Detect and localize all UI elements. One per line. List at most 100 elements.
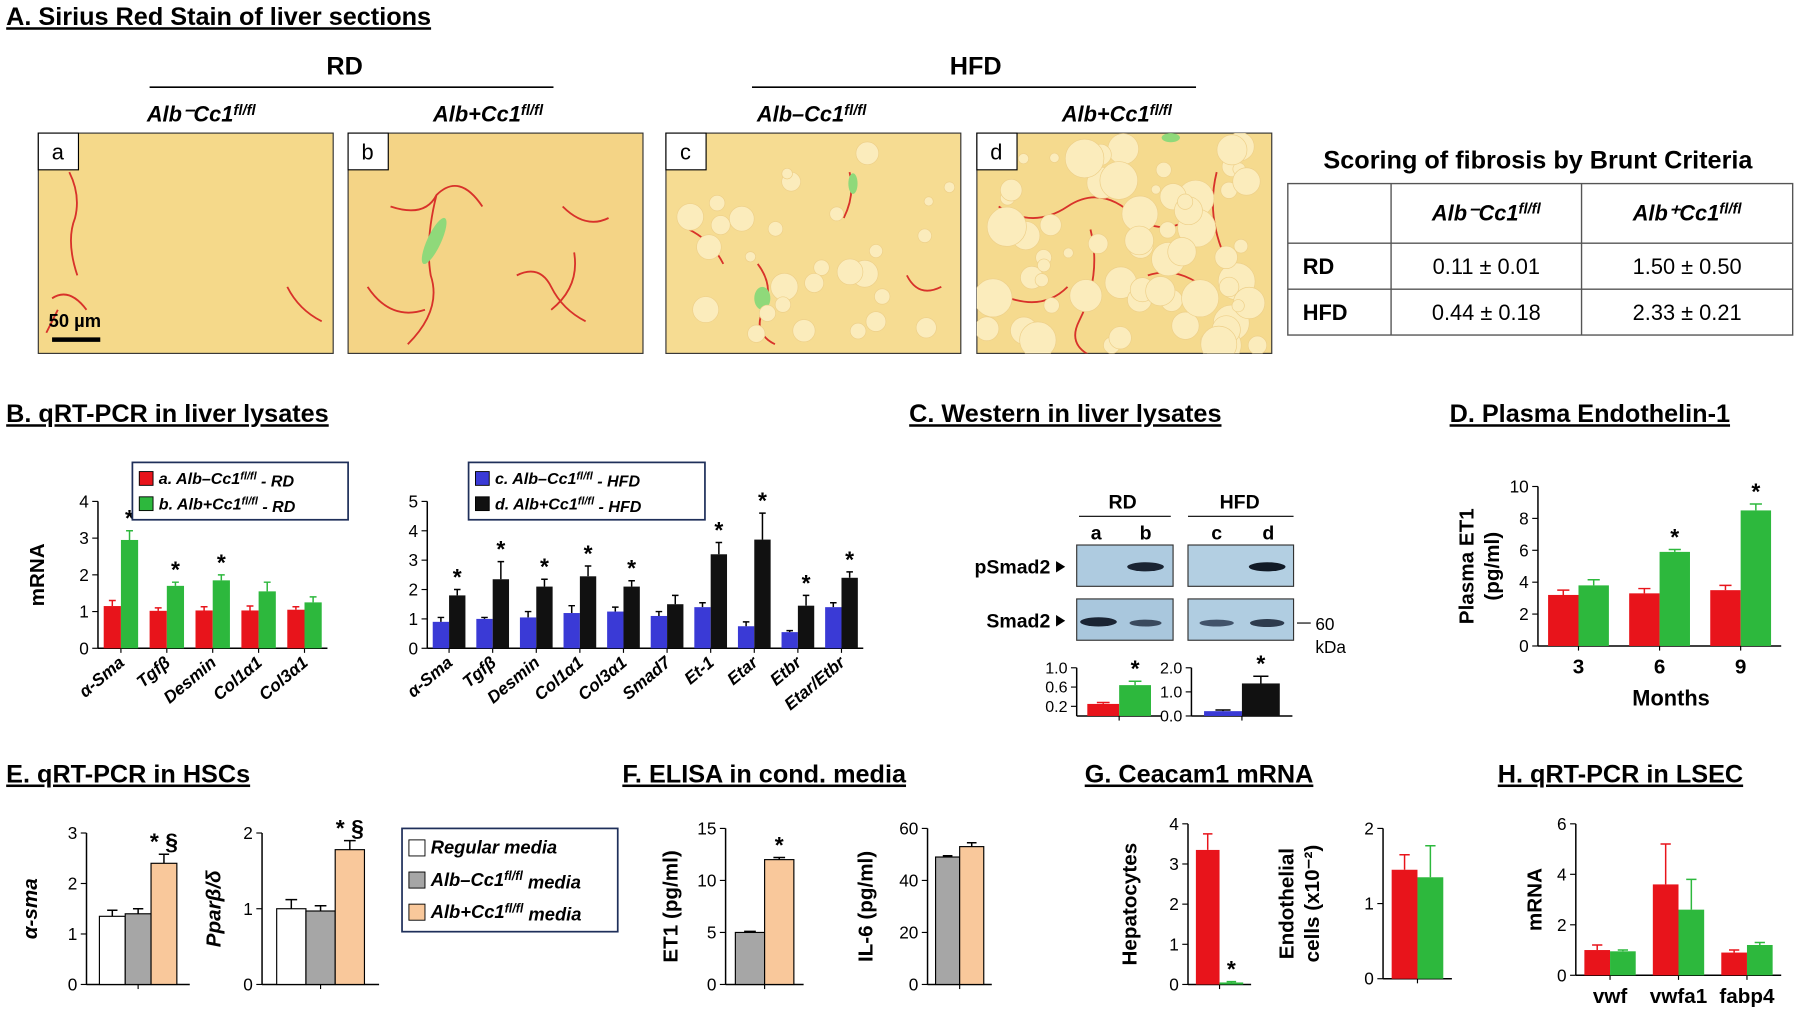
panel-title: D. Plasma Endothelin-1: [1450, 400, 1730, 428]
chart: 0 1 2 3 * § α-sma: [19, 823, 190, 994]
droplet: [1108, 326, 1132, 350]
droplet: [744, 251, 756, 263]
legend-swatch: [138, 471, 154, 486]
bar: [623, 586, 640, 649]
y-tick-label: 0.0: [1160, 708, 1182, 726]
bar: [1241, 683, 1280, 716]
x-axis-label: Months: [1632, 686, 1709, 711]
text-run: Alb+Cc1: [430, 901, 505, 922]
chart: 0 2 4 6 8 10 3 6 * 9 * Plasma ET1 (pg/ml) Months: [1456, 477, 1782, 711]
table-grid: [1287, 182, 1794, 336]
droplet: [923, 196, 934, 207]
droplet: [849, 322, 867, 340]
y-tick-label: 10: [697, 870, 716, 890]
error-bar: [154, 607, 162, 611]
y-axis-label: α-sma: [19, 878, 42, 939]
y-tick-label: 0: [1519, 636, 1529, 656]
y-axis-label: (pg/ml): [1481, 532, 1504, 601]
droplet: [1233, 238, 1249, 254]
charts: 01234α-Sma*Tgfβ*Desmin*Col1α1Col3α1mRNAa…: [19, 461, 1782, 1008]
droplet: [747, 324, 766, 343]
error-bar: [786, 629, 793, 633]
error-bar: [246, 605, 254, 611]
y-tick-label: 2.0: [1160, 659, 1182, 677]
droplet: [804, 273, 825, 293]
significance: *: [125, 505, 134, 531]
droplet: [1017, 153, 1029, 165]
text-run: Alb⁻Cc1: [1431, 200, 1519, 225]
bar: [305, 910, 336, 986]
y-tick-label: 3: [79, 528, 89, 548]
legend-label: b. Alb+Cc1fl/fl - RD: [159, 495, 296, 515]
superscript: fl/fl: [1719, 202, 1742, 218]
error-bar: [1215, 709, 1231, 712]
bar: [1610, 951, 1636, 976]
droplet: [1159, 221, 1177, 239]
bar: [667, 604, 684, 649]
droplet: [1231, 299, 1245, 313]
bar: [563, 613, 580, 649]
y-tick-label: 40: [899, 870, 918, 890]
bar: [212, 580, 230, 649]
blot-group: HFD: [1220, 491, 1260, 513]
error-bar: [1226, 980, 1237, 983]
bar: [536, 586, 553, 649]
blot-label: pSmad2: [974, 557, 1050, 579]
droplet: [829, 206, 845, 222]
error-bar: [217, 574, 225, 581]
micrograph: [347, 132, 644, 354]
error-bar: [966, 841, 977, 847]
error-bar: [263, 581, 271, 592]
bar: [258, 591, 276, 649]
image-letter: b: [362, 139, 374, 164]
y-tick-label: 60: [899, 818, 918, 838]
y-tick-label: 4: [1169, 814, 1179, 834]
image-label: Alb+Cc1fl/fl: [1061, 102, 1173, 127]
bar: [287, 609, 305, 649]
bar: [825, 607, 842, 649]
panel-title: E. qRT-PCR in HSCs: [6, 761, 250, 789]
bar: [519, 617, 537, 649]
bar: [781, 632, 798, 649]
error-bar: [628, 579, 635, 587]
droplet: [836, 258, 864, 286]
droplet: [1034, 273, 1049, 288]
x-tick-label: Col1α1: [209, 652, 266, 704]
table-cell: RD: [1303, 254, 1334, 279]
text-run: Alb⁺Cc1: [1632, 200, 1720, 225]
droplet: [1171, 311, 1200, 340]
table-cell: 0.11 ± 0.01: [1433, 254, 1540, 279]
droplet: [1247, 335, 1268, 354]
bar: [1578, 585, 1609, 646]
x-tick-label: 9: [1735, 656, 1746, 679]
y-tick-label: 5: [409, 491, 419, 511]
legend-swatch: [138, 496, 154, 512]
text-run: Alb–Cc1: [430, 869, 504, 890]
significance: * §: [336, 815, 364, 841]
droplet: [976, 278, 1013, 318]
y-axis-label: cells (x10⁻²): [1301, 845, 1324, 963]
superscript: fl/fl: [242, 496, 259, 508]
bar: [650, 615, 668, 649]
panel-title: G. Ceacam1 mRNA: [1085, 761, 1314, 789]
error-bar: [655, 610, 663, 616]
legend-label: Alb–Cc1fl/fl media: [430, 869, 581, 893]
text-run: b. Alb+Cc1: [159, 495, 242, 513]
superscript: fl/fl: [1519, 202, 1542, 218]
y-axis-label: ET1 (pg/ml): [659, 850, 682, 962]
droplet: [696, 234, 722, 260]
bar: [1195, 849, 1220, 985]
droplet: [710, 215, 731, 236]
bar: [1119, 685, 1151, 716]
blot-group: RD: [1109, 491, 1137, 513]
legend-box: [401, 827, 619, 933]
text-run: - RD: [257, 473, 295, 491]
blots: [1056, 544, 1311, 641]
error-bar: [132, 907, 144, 914]
error-bar: [292, 606, 300, 610]
droplet: [708, 194, 726, 212]
band: [1080, 617, 1117, 627]
y-tick-label: 0: [243, 974, 253, 994]
chart: 0 1 2 * § Pparβ/δ Regular media Alb–Cc1fl/fl m…: [203, 815, 619, 994]
